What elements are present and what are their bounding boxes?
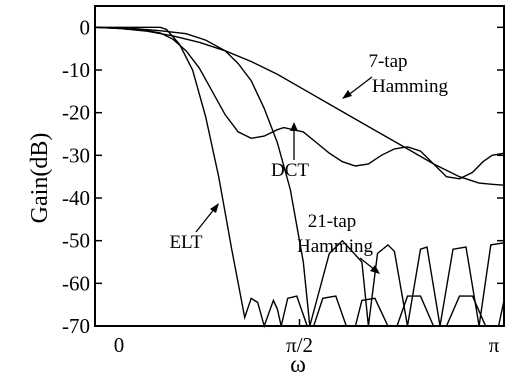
- annotation-21tap-line1: 21-tap: [308, 211, 357, 232]
- x-tick-label: π/2: [286, 333, 313, 357]
- arrow-elt: [195, 203, 219, 233]
- x-tick-label: 0: [114, 333, 125, 357]
- ticks-layer: 0 -10 -20 -30 -40 -50 -60 -70 0 π/2 π: [62, 15, 505, 357]
- curves-layer: [94, 26, 505, 329]
- arrow-dct: [290, 122, 298, 160]
- y-axis-label: Gain(dB): [27, 133, 53, 224]
- series-line-dct: [94, 26, 505, 180]
- y-tick-label: -50: [62, 229, 90, 253]
- y-tick-label: -10: [62, 58, 90, 82]
- annotation-dct: DCT: [271, 160, 309, 181]
- y-tick-label: -30: [62, 143, 90, 167]
- y-tick-label: 0: [80, 15, 91, 39]
- series-line-elt: [95, 26, 505, 329]
- annotation-7tap-line2: Hamming: [372, 76, 448, 97]
- series-line-21-tap-hamming: [94, 26, 505, 327]
- arrow-21tap: [359, 257, 380, 274]
- arrow-7tap: [342, 76, 373, 99]
- annotation-21tap-line2: Hamming: [297, 236, 373, 257]
- x-axis-label: ω: [290, 352, 306, 377]
- y-tick-label: -40: [62, 186, 90, 210]
- y-tick-label: -60: [62, 271, 90, 295]
- annotation-7tap-line1: 7-tap: [368, 51, 407, 72]
- y-tick-label: -70: [62, 314, 90, 338]
- annotation-elt: ELT: [169, 232, 202, 253]
- y-tick-label: -20: [62, 101, 90, 125]
- x-tick-label: π: [489, 333, 500, 357]
